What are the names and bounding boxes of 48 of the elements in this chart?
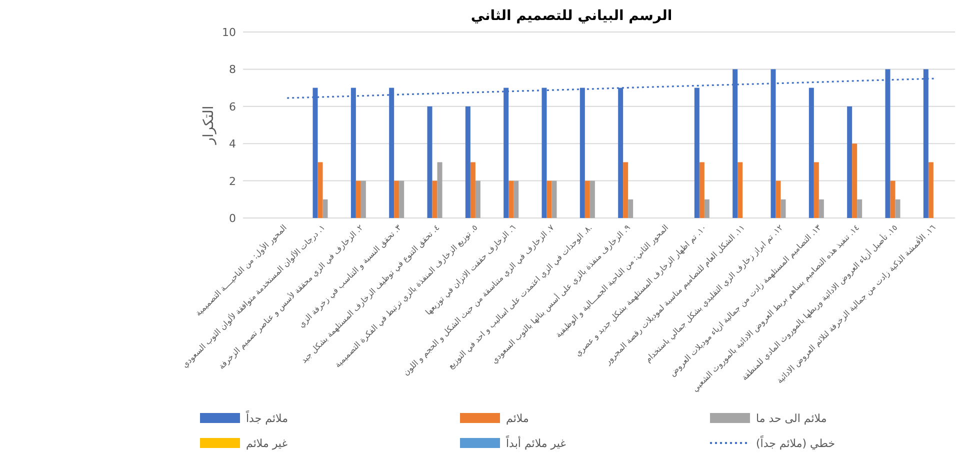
bar bbox=[465, 106, 470, 218]
bar bbox=[738, 162, 743, 218]
legend-label: غير ملائم bbox=[246, 437, 288, 450]
bar bbox=[852, 144, 858, 218]
bar bbox=[928, 162, 934, 218]
legend-label: ملائم الى حد ما bbox=[756, 412, 827, 425]
bar bbox=[895, 199, 900, 218]
bar bbox=[590, 180, 595, 218]
bar bbox=[427, 106, 432, 218]
y-tick-label: 4 bbox=[229, 138, 236, 151]
legend-label: ملائم جداً bbox=[246, 410, 288, 425]
bar bbox=[470, 162, 476, 218]
bar bbox=[546, 180, 552, 218]
bar bbox=[475, 180, 480, 218]
chart-title: الرسم البياني للتصميم الثاني bbox=[470, 8, 672, 24]
bar bbox=[356, 180, 361, 218]
bar bbox=[508, 180, 514, 218]
bar bbox=[699, 162, 704, 218]
bar bbox=[818, 199, 824, 218]
bar bbox=[628, 199, 634, 218]
bar bbox=[814, 162, 819, 218]
legend-label: خطي (ملائم جداً) bbox=[756, 434, 836, 450]
bar bbox=[857, 199, 862, 218]
y-axis-title: التكرار bbox=[201, 106, 217, 146]
bar bbox=[318, 162, 323, 218]
y-tick-label: 6 bbox=[229, 100, 236, 114]
bar bbox=[394, 180, 400, 218]
bar bbox=[360, 180, 366, 218]
legend-label: ملائم bbox=[506, 412, 529, 425]
bar bbox=[847, 106, 852, 218]
bar bbox=[322, 199, 328, 218]
y-tick-label: 8 bbox=[229, 63, 236, 76]
legend-label: غير ملائم أبداً bbox=[506, 434, 566, 450]
bar bbox=[623, 162, 628, 218]
y-tick-label: 2 bbox=[229, 174, 236, 188]
bar bbox=[514, 180, 519, 218]
bar bbox=[704, 199, 710, 218]
bar bbox=[780, 199, 786, 218]
bar bbox=[399, 180, 404, 218]
bar bbox=[432, 180, 438, 218]
bar bbox=[584, 180, 590, 218]
bar bbox=[552, 180, 557, 218]
y-tick-label: 0 bbox=[229, 212, 236, 225]
bar bbox=[776, 180, 781, 218]
bar bbox=[437, 162, 442, 218]
y-tick-label: 10 bbox=[222, 26, 236, 39]
bar bbox=[890, 180, 896, 218]
bar bbox=[808, 88, 814, 218]
